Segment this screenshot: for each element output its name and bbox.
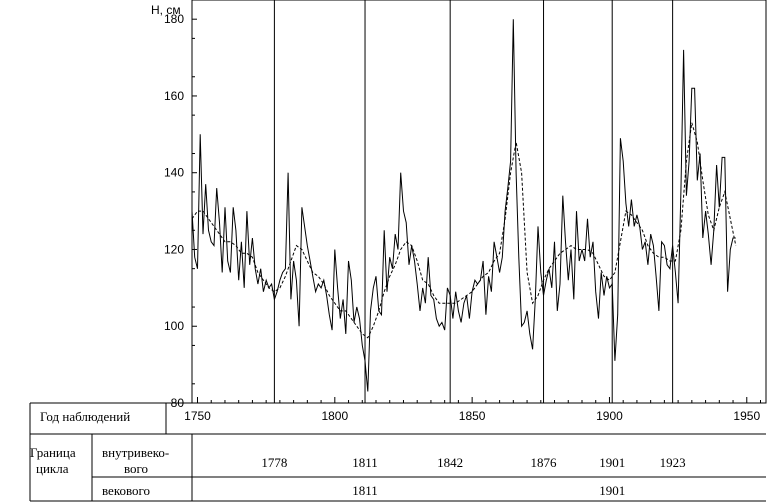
y-tick-label-120: 120 bbox=[164, 242, 184, 256]
intra-values: 1778 1811 1842 1876 1901 1923 bbox=[261, 455, 685, 470]
x-tick-label-1800: 1800 bbox=[321, 409, 348, 423]
cycle-boundary-lines bbox=[273, 0, 674, 403]
y-axis-label: Н, см bbox=[151, 3, 181, 17]
series-layer bbox=[191, 19, 737, 392]
secular-label: векового bbox=[102, 483, 150, 498]
intra-value-1923: 1923 bbox=[660, 455, 686, 470]
intra-value-1811: 1811 bbox=[352, 455, 378, 470]
secular-value-1901: 1901 bbox=[599, 483, 625, 498]
x-tick-label-1850: 1850 bbox=[459, 409, 486, 423]
intra-value-1901: 1901 bbox=[599, 455, 625, 470]
x-tick-label-1750: 1750 bbox=[184, 409, 211, 423]
intra-value-1778: 1778 bbox=[261, 455, 287, 470]
cycle-label-line2: цикла bbox=[36, 461, 69, 476]
series-line-dashed bbox=[191, 122, 737, 339]
intra-value-1842: 1842 bbox=[437, 455, 463, 470]
y-tick-label-100: 100 bbox=[164, 319, 184, 333]
observation-table bbox=[29, 402, 766, 502]
y-tick-label-140: 140 bbox=[164, 166, 184, 180]
x-tick-label-1950: 1950 bbox=[733, 409, 760, 423]
secular-values: 1811 1901 bbox=[352, 483, 625, 498]
table-header-label: Год наблюдений bbox=[40, 409, 130, 424]
intra-label-line1: внутривеко- bbox=[102, 445, 169, 460]
plot-frame bbox=[191, 0, 767, 404]
intra-label-line2: вого bbox=[124, 461, 148, 476]
series-line-solid bbox=[191, 19, 736, 392]
x-tick-label-1900: 1900 bbox=[596, 409, 623, 423]
intra-value-1876: 1876 bbox=[531, 455, 558, 470]
secular-value-1811: 1811 bbox=[352, 483, 378, 498]
y-tick-label-180: 180 bbox=[164, 12, 184, 26]
y-tick-label-160: 160 bbox=[164, 89, 184, 103]
cycle-label-line1: Граница bbox=[30, 445, 76, 460]
x-axis: 1750 1800 1850 1900 1950 bbox=[184, 397, 762, 423]
